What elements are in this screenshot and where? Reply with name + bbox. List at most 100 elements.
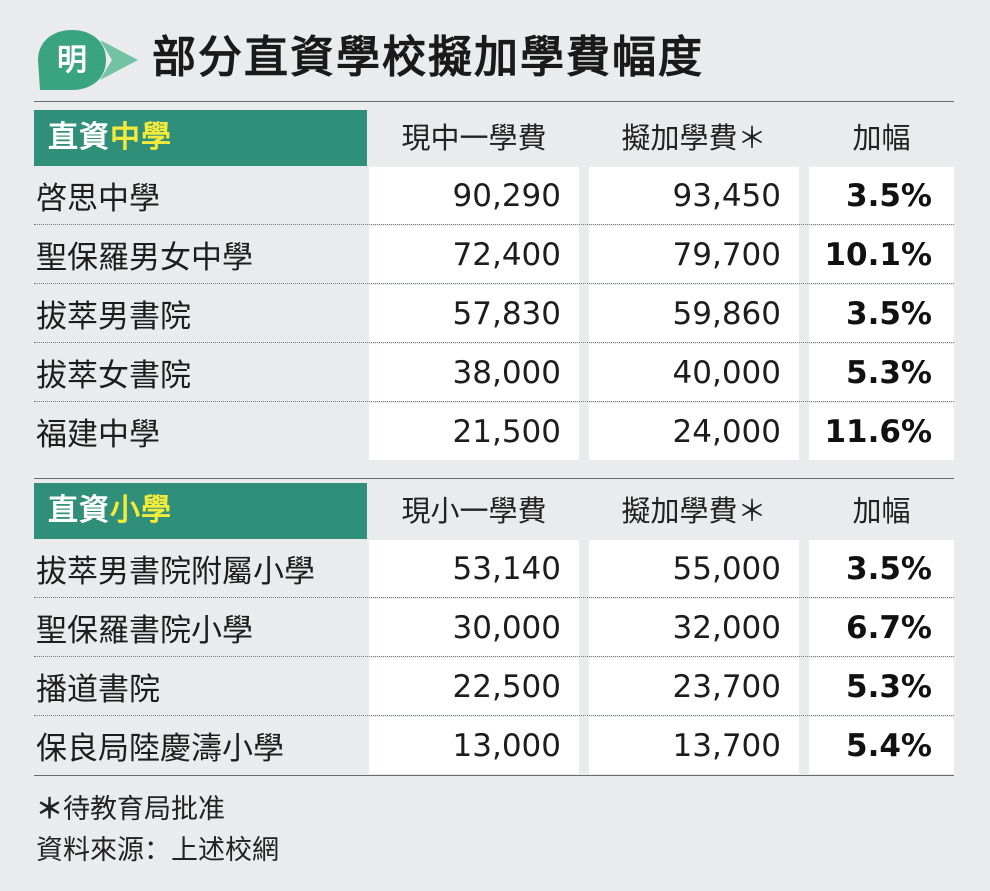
table-row: 保良局陸慶濤小學 13,000 13,700 5.4% (34, 716, 954, 775)
proposed-fee-cell: 79,700 (589, 226, 799, 283)
col-increase: 加幅 (852, 121, 911, 155)
current-fee: 13,000 (452, 727, 561, 764)
current-fee-cell: 53,140 (369, 540, 579, 597)
increase-cell: 5.4% (809, 717, 954, 774)
school-cell: 拔萃男書院附屬小學 (34, 540, 367, 597)
increase-cell: 10.1% (809, 226, 954, 283)
school-cell: 播道書院 (34, 658, 367, 715)
primary-rows: 拔萃男書院附屬小學 53,140 55,000 3.5% 聖保羅書院小學 30,000 32… (34, 539, 954, 775)
row-separator (34, 656, 954, 657)
increase-cell: 6.7% (809, 599, 954, 656)
row-separator (34, 283, 954, 284)
col-proposed-fee: 擬加學費＊ (621, 494, 767, 528)
secondary-section: 直資中學 現中一學費 擬加學費＊ 加幅 啓思中學 90,290 93,450 3.5%… (34, 110, 954, 461)
increase-percent: 5.4% (846, 727, 932, 764)
proposed-fee-cell: 24,000 (589, 403, 799, 460)
logo-char: 明 (57, 43, 87, 78)
table-row: 聖保羅男女中學 72,400 79,700 10.1% (34, 225, 954, 284)
row-separator (34, 401, 954, 402)
table-row: 拔萃女書院 38,000 40,000 5.3% (34, 343, 954, 402)
proposed-fee: 23,700 (672, 668, 781, 705)
table-row: 拔萃男書院附屬小學 53,140 55,000 3.5% (34, 539, 954, 598)
table-row: 啓思中學 90,290 93,450 3.5% (34, 166, 954, 225)
increase-percent: 6.7% (846, 609, 932, 646)
col-current-fee: 現中一學費 (401, 121, 547, 155)
increase-cell: 5.3% (809, 658, 954, 715)
table-row: 聖保羅書院小學 30,000 32,000 6.7% (34, 598, 954, 657)
current-fee-cell: 57,830 (369, 285, 579, 342)
col-increase: 加幅 (852, 494, 911, 528)
col-proposed-fee: 擬加學費＊ (621, 121, 767, 155)
school-cell: 聖保羅男女中學 (34, 226, 367, 283)
increase-percent: 5.3% (846, 668, 932, 705)
increase-percent: 3.5% (846, 295, 932, 332)
divider (34, 101, 954, 102)
current-fee-cell: 30,000 (369, 599, 579, 656)
proposed-fee: 79,700 (672, 236, 781, 273)
proposed-fee: 13,700 (672, 727, 781, 764)
current-fee: 57,830 (452, 295, 561, 332)
ming-pao-logo-icon: 明 (38, 30, 138, 90)
proposed-fee-cell: 40,000 (589, 344, 799, 401)
table-row: 播道書院 22,500 23,700 5.3% (34, 657, 954, 716)
row-separator (34, 224, 954, 225)
proposed-fee: 24,000 (672, 413, 781, 450)
current-fee: 72,400 (452, 236, 561, 273)
increase-percent: 11.6% (824, 413, 932, 450)
table-row: 拔萃男書院 57,830 59,860 3.5% (34, 284, 954, 343)
school-name: 福建中學 (36, 417, 160, 453)
current-fee: 21,500 (452, 413, 561, 450)
page-title: 部分直資學校擬加學費幅度 (152, 32, 704, 83)
proposed-fee-cell: 32,000 (589, 599, 799, 656)
school-name: 啓思中學 (36, 181, 160, 217)
increase-cell: 3.5% (809, 167, 954, 224)
table-row: 福建中學 21,500 24,000 11.6% (34, 402, 954, 461)
secondary-header-row: 直資中學 現中一學費 擬加學費＊ 加幅 (34, 110, 954, 166)
current-fee-cell: 90,290 (369, 167, 579, 224)
proposed-fee-cell: 93,450 (589, 167, 799, 224)
current-fee: 22,500 (452, 668, 561, 705)
primary-header-row: 直資小學 現小一學費 擬加學費＊ 加幅 (34, 483, 954, 539)
increase-cell: 11.6% (809, 403, 954, 460)
school-name: 保良局陸慶濤小學 (36, 731, 284, 767)
proposed-fee: 55,000 (672, 550, 781, 587)
proposed-fee-cell: 23,700 (589, 658, 799, 715)
increase-percent: 10.1% (824, 236, 932, 273)
school-cell: 拔萃男書院 (34, 285, 367, 342)
school-name: 聖保羅男女中學 (36, 240, 253, 276)
current-fee: 30,000 (452, 609, 561, 646)
current-fee-cell: 21,500 (369, 403, 579, 460)
current-fee: 38,000 (452, 354, 561, 391)
proposed-fee: 32,000 (672, 609, 781, 646)
current-fee-cell: 22,500 (369, 658, 579, 715)
source-note: 資料來源：上述校網 (36, 835, 279, 866)
school-cell: 福建中學 (34, 403, 367, 460)
increase-cell: 5.3% (809, 344, 954, 401)
school-cell: 保良局陸慶濤小學 (34, 717, 367, 774)
secondary-tag: 直資中學 (34, 110, 367, 166)
divider (34, 775, 954, 776)
school-name: 聖保羅書院小學 (36, 613, 253, 649)
increase-percent: 3.5% (846, 550, 932, 587)
school-name: 拔萃女書院 (36, 358, 191, 394)
row-separator (34, 342, 954, 343)
school-name: 拔萃男書院 (36, 299, 191, 335)
secondary-rows: 啓思中學 90,290 93,450 3.5% 聖保羅男女中學 72,400 79,700 1… (34, 166, 954, 461)
current-fee-cell: 72,400 (369, 226, 579, 283)
increase-percent: 5.3% (846, 354, 932, 391)
increase-percent: 3.5% (846, 177, 932, 214)
current-fee: 53,140 (452, 550, 561, 587)
primary-section: 直資小學 現小一學費 擬加學費＊ 加幅 拔萃男書院附屬小學 53,140 55,00… (34, 483, 954, 775)
school-name: 播道書院 (36, 672, 160, 708)
proposed-fee: 93,450 (672, 177, 781, 214)
col-current-fee: 現小一學費 (401, 494, 547, 528)
school-cell: 啓思中學 (34, 167, 367, 224)
proposed-fee: 40,000 (672, 354, 781, 391)
school-name: 拔萃男書院附屬小學 (36, 554, 315, 590)
school-cell: 聖保羅書院小學 (34, 599, 367, 656)
proposed-fee: 59,860 (672, 295, 781, 332)
header: 明 部分直資學校擬加學費幅度 (34, 22, 954, 102)
increase-cell: 3.5% (809, 540, 954, 597)
row-separator (34, 715, 954, 716)
current-fee-cell: 13,000 (369, 717, 579, 774)
